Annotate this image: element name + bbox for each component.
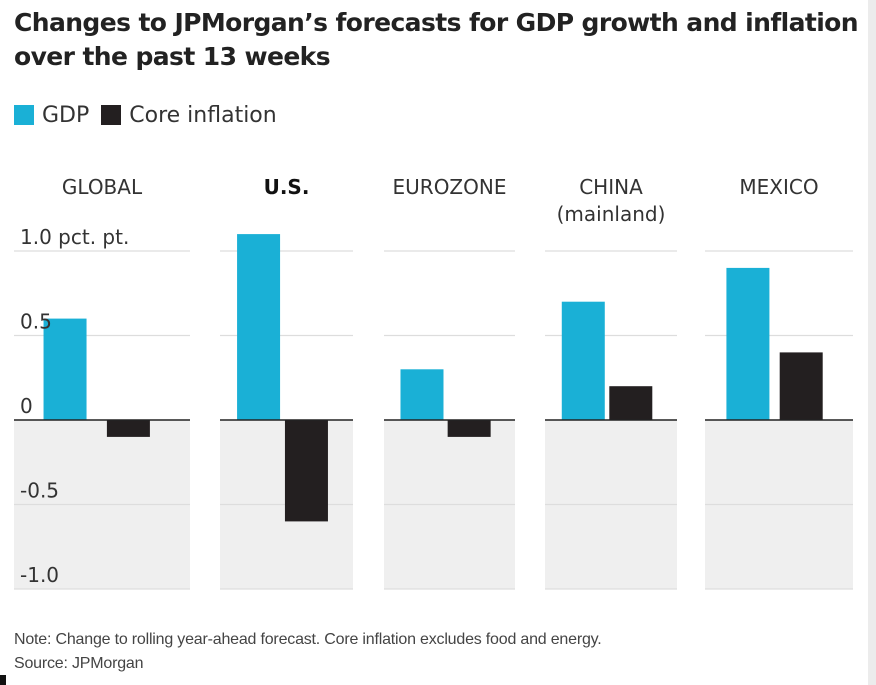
footnote: Note: Change to rolling year-ahead forec…: [14, 631, 602, 648]
legend: GDP Core inflation: [14, 102, 289, 128]
bar-chart: 1.0 pct. pt. 0.5 0 -0.5 -1.0 GLOBAL U.S. EUROZO…: [14, 175, 853, 590]
bar-core-inflation-mexico: [779, 352, 823, 420]
legend-label-gdp: GDP: [42, 102, 90, 128]
category-label-global: GLOBAL: [62, 175, 143, 199]
y-tick-label-0: 0: [20, 394, 33, 418]
bar-gdp-global: [43, 318, 87, 420]
legend-swatch-core-inflation: [101, 105, 122, 125]
page-edge: [868, 0, 876, 685]
legend-item-core-inflation: Core inflation: [101, 102, 277, 128]
bar-gdp-china: [561, 301, 605, 420]
category-label-mexico: MEXICO: [739, 175, 818, 199]
corner-mark: [0, 675, 6, 685]
bar-gdp-u-s: [237, 234, 281, 420]
y-tick-label-0-5: 0.5: [20, 310, 52, 334]
legend-item-gdp: GDP: [14, 103, 89, 128]
bar-gdp-eurozone: [400, 369, 444, 420]
legend-swatch-gdp: [14, 105, 34, 125]
category-label-u-s: U.S.: [264, 175, 310, 199]
bar-core-inflation-u-s: [284, 420, 328, 522]
y-tick-label-1: -1.0: [20, 563, 59, 587]
bar-gdp-mexico: [726, 267, 770, 420]
bar-core-inflation-eurozone: [447, 420, 491, 437]
y-tick-label-1: 1.0 pct. pt.: [20, 225, 129, 249]
y-tick-label-0-5: -0.5: [20, 479, 59, 503]
bar-core-inflation-china: [609, 386, 653, 420]
category-label-mainland: (mainland): [557, 202, 666, 226]
category-label-china: CHINA: [579, 175, 643, 199]
chart-title: Changes to JPMorgan’s forecasts for GDP …: [14, 8, 859, 71]
legend-label-core-inflation: Core inflation: [129, 102, 277, 128]
footer: Note: Change to rolling year-ahead forec…: [14, 628, 602, 676]
source-line: Source: JPMorgan: [14, 655, 144, 672]
bar-core-inflation-global: [106, 420, 150, 437]
category-label-eurozone: EUROZONE: [393, 175, 507, 199]
